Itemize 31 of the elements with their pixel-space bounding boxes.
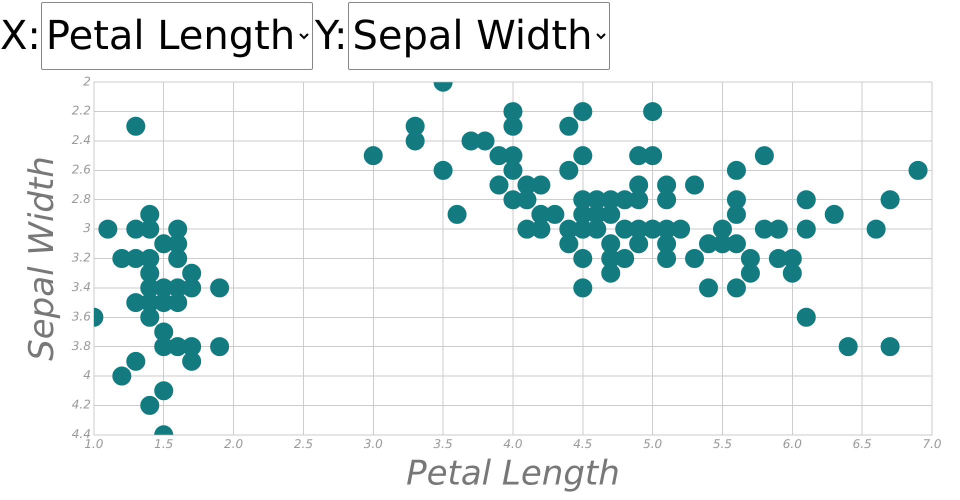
y-tick-label: 2.8 [72,192,92,206]
x-tick-label: 6.5 [852,437,872,452]
y-field-select: Sepal Width [348,2,610,70]
text: Sepal Width [22,156,62,361]
y-tick-label: 4 [83,368,91,382]
x-axis-title: Petal Length [406,453,620,494]
x-tick-label: 6.0 [782,437,802,452]
y-tick-label: 2.4 [72,133,91,148]
x-tick-label: 4.0 [503,437,523,452]
x-tick-label: 5.0 [643,437,663,452]
y-tick-label: 2.2 [72,104,91,118]
y-tick-label: 3 [83,221,91,236]
y-tick-label: 3.2 [72,250,91,265]
x-tick-label: 5.5 [712,437,732,452]
x-tick-label: 3.5 [434,437,453,452]
x-tick-label: 4.5 [573,437,592,452]
y-tick-label: 2.6 [72,162,92,176]
x-field-select: Petal Length [40,2,313,70]
y-tick-label: 2 [83,74,91,88]
x-tick-label: 2.0 [224,437,244,452]
y-tick-label: 3.8 [72,338,92,353]
text: X: [0,13,41,59]
x-tick-label: 1.5 [154,437,174,452]
x-tick-label: 3.0 [364,437,384,452]
x-tick-label: 7.0 [922,437,942,452]
y-tick-label: 3.4 [72,280,91,294]
y-tick-label: 3.6 [72,309,92,324]
text: Y: [314,13,348,59]
x-tick-label: 2.5 [294,437,313,452]
y-tick-label: 4.2 [72,398,91,412]
x-tick-label: 1.0 [84,437,104,452]
